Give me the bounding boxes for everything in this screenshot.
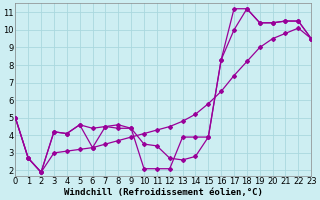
X-axis label: Windchill (Refroidissement éolien,°C): Windchill (Refroidissement éolien,°C) <box>64 188 263 197</box>
